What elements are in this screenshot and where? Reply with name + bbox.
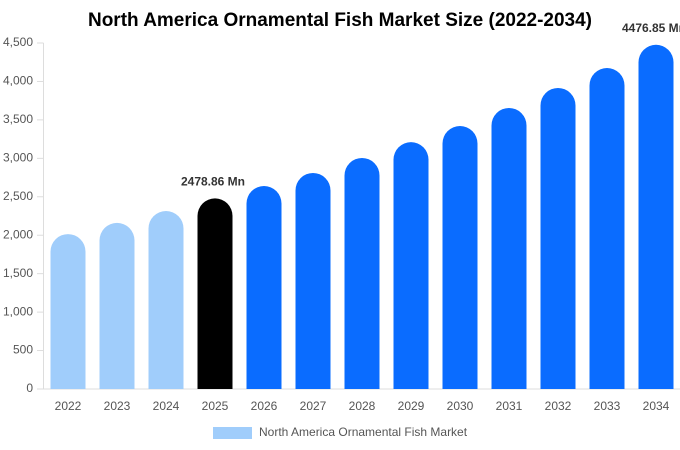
y-tick-label: 4,000 — [3, 74, 33, 88]
x-tick-label: 2024 — [153, 399, 180, 413]
x-tick-label: 2028 — [349, 399, 376, 413]
bar — [491, 107, 527, 390]
value-label: 4476.85 Mn — [622, 21, 680, 35]
legend-swatch — [213, 427, 252, 439]
y-tick-label: 1,500 — [3, 266, 33, 280]
x-tick-label: 2026 — [251, 399, 278, 413]
y-tick-label: 2,000 — [3, 227, 33, 241]
x-tick-label: 2031 — [496, 399, 523, 413]
value-label: 2478.86 Mn — [181, 175, 245, 189]
bar — [295, 172, 331, 389]
bar — [442, 126, 478, 389]
x-tick-label: 2022 — [55, 399, 82, 413]
x-tick-label: 2023 — [104, 399, 131, 413]
bar — [638, 44, 674, 390]
legend-label: North America Ornamental Fish Market — [259, 425, 468, 439]
bar — [246, 186, 282, 389]
x-tick-label: 2034 — [643, 399, 670, 413]
bar — [393, 142, 429, 389]
bar — [344, 157, 380, 389]
y-tick-label: 3,500 — [3, 112, 33, 126]
x-tick-label: 2033 — [594, 399, 621, 413]
x-tick-label: 2032 — [545, 399, 572, 413]
y-tick-label: 500 — [13, 343, 33, 357]
y-tick-label: 0 — [26, 381, 33, 395]
bar — [589, 67, 625, 389]
y-tick-label: 2,500 — [3, 189, 33, 203]
x-tick-label: 2030 — [447, 399, 474, 413]
x-tick-label: 2027 — [300, 399, 327, 413]
bar — [148, 211, 184, 389]
bar — [50, 234, 86, 389]
bar — [99, 222, 135, 389]
y-tick-label: 1,000 — [3, 304, 33, 318]
chart-title: North America Ornamental Fish Market Siz… — [88, 10, 592, 31]
x-tick-label: 2025 — [202, 399, 229, 413]
bar — [540, 87, 576, 389]
x-tick-label: 2029 — [398, 399, 425, 413]
y-tick-label: 4,500 — [3, 35, 33, 49]
bar — [197, 198, 233, 389]
y-tick-label: 3,000 — [3, 151, 33, 165]
